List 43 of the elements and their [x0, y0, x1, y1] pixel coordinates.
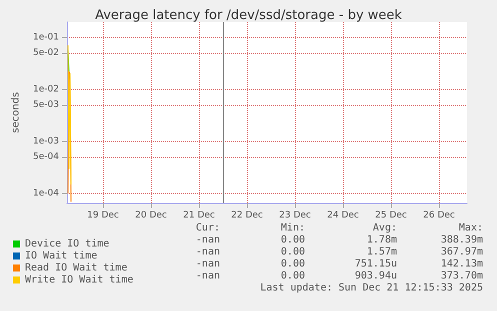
x-tick-label: 23 Dec: [279, 210, 311, 220]
x-tick-label: 22 Dec: [231, 210, 263, 220]
y-tick-label: 1e-04: [33, 188, 60, 198]
text: Min:: [280, 222, 305, 234]
x-tick-label: 19 Dec: [87, 210, 119, 220]
text: Avg:: [372, 222, 397, 234]
text: -nan: [196, 258, 220, 270]
x-tick-label: 24 Dec: [327, 210, 359, 220]
text: 0.00: [280, 234, 305, 246]
text: 1.57m: [366, 246, 397, 258]
legend-label: Write IO Wait time: [25, 274, 134, 286]
text: Max:: [458, 222, 483, 234]
x-tick-label: 25 Dec: [375, 210, 407, 220]
chart-title: Average latency for /dev/ssd/storage - by week: [95, 8, 402, 23]
x-tick-label: 26 Dec: [423, 210, 455, 220]
text: 0.00: [280, 246, 305, 258]
x-tick-label: 21 Dec: [183, 210, 215, 220]
text: 373.70m: [440, 270, 483, 282]
y-tick-label: 1e-02: [33, 84, 59, 95]
text: -nan: [196, 270, 220, 282]
text: 388.39m: [440, 234, 483, 246]
text: 0.00: [280, 258, 305, 270]
text: 142.13m: [440, 258, 483, 270]
text: 1.78m: [366, 234, 397, 246]
y-tick-label: 5e-04: [33, 152, 60, 162]
legend-label: Read IO Wait time: [25, 262, 128, 274]
y-tick-label: 5e-03: [33, 100, 59, 110]
text: 0.00: [280, 270, 305, 282]
legend-label: IO Wait time: [25, 250, 98, 262]
y-axis-title: seconds: [10, 92, 22, 133]
y-tick-label: 1e-01: [33, 32, 59, 43]
text: 751.15u: [354, 258, 397, 270]
text: -nan: [196, 246, 220, 258]
x-tick-label: 20 Dec: [135, 210, 167, 220]
text: -nan: [196, 234, 220, 246]
line-series: [68, 45, 72, 185]
text: Cur:: [196, 222, 220, 234]
legend-label: Device IO time: [25, 238, 110, 250]
y-tick-label: 1e-03: [33, 136, 59, 146]
y-tick-label: 5e-02: [33, 48, 59, 58]
text: 367.97m: [440, 246, 483, 258]
text: Last update: Sun Dec 21 12:15:33 2025: [260, 282, 483, 294]
text: 903.94u: [354, 270, 397, 282]
